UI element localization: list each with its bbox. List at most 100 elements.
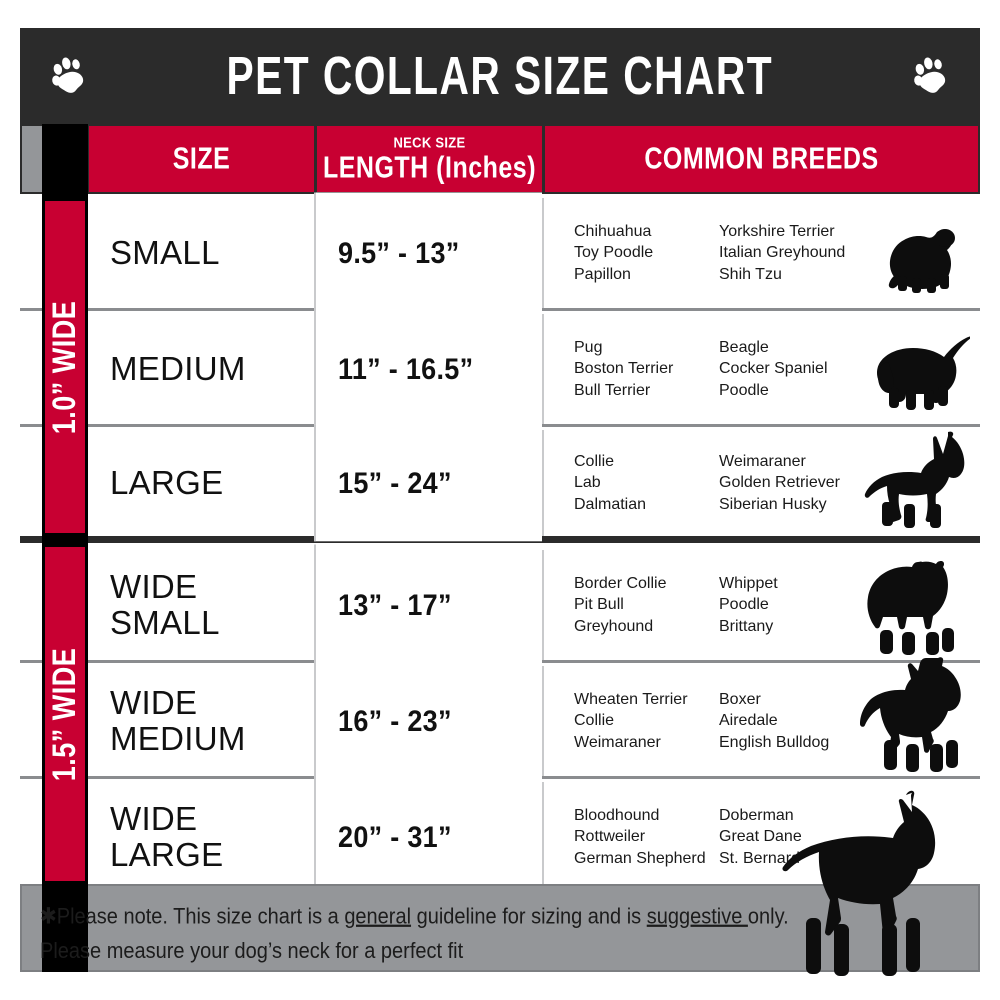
breed-item: Collie	[574, 453, 615, 471]
group-label-1-0-wide: 1.0” WIDE	[42, 198, 88, 536]
column-header-breeds-label: COMMON BREEDS	[644, 141, 879, 176]
column-header-length: NECK SIZE LENGTH (Inches)	[314, 124, 542, 194]
breed-item: Boxer	[719, 691, 761, 709]
breed-item: Lab	[574, 474, 601, 492]
table-row[interactable]: WIDE MEDIUM 16” - 23” Wheaten Terrier Co…	[20, 657, 980, 782]
row-length-cell: 20” - 31”	[314, 776, 542, 898]
column-header-size-label: SIZE	[172, 141, 231, 176]
breed-item: Weimaraner	[574, 733, 661, 751]
breed-item: Siberian Husky	[719, 495, 827, 513]
column-header-size: SIZE	[86, 124, 314, 194]
table-row[interactable]: MEDIUM 11” - 16.5” Pug Boston Terrier Bu…	[20, 308, 980, 430]
column-header-breeds: COMMON BREEDS	[542, 124, 980, 194]
row-breeds-cell: Chihuahua Toy Poodle Papillon Yorkshire …	[542, 198, 980, 308]
row-size-label: MEDIUM	[110, 350, 246, 388]
row-size-label: LARGE	[110, 464, 224, 502]
row-size-label-line2: MEDIUM	[110, 720, 246, 757]
breed-item: Papillon	[574, 265, 631, 283]
small-fluffy-dog-silhouette	[874, 198, 976, 308]
row-size-cell: WIDE MEDIUM	[86, 666, 314, 776]
breed-item: Poodle	[719, 381, 769, 399]
chart-header-banner: PET COLLAR SIZE CHART	[20, 28, 980, 124]
group-label-1-5-wide: 1.5” WIDE	[42, 544, 88, 884]
breed-item: Golden Retriever	[719, 474, 840, 492]
row-size-label-line2: LARGE	[110, 836, 224, 873]
row-breeds-cell: Collie Lab Dalmatian Weimaraner Golden R…	[542, 430, 980, 536]
row-length-label: 15” - 24”	[338, 465, 452, 499]
breed-item: Brittany	[719, 617, 774, 635]
breed-item: Wheaten Terrier	[574, 691, 688, 709]
breed-item: Dalmatian	[574, 495, 647, 513]
footer-line1-part-c: only.	[747, 904, 789, 930]
row-size-label-line1: WIDE	[110, 684, 198, 722]
breed-column-1: Wheaten Terrier Collie Weimaraner	[574, 689, 719, 753]
footer-line1-part-b: guideline for sizing and is	[411, 904, 647, 930]
paw-print-icon	[52, 57, 84, 93]
row-length-label: 20” - 31”	[338, 819, 452, 853]
breed-item: Toy Poodle	[574, 244, 654, 262]
table-row[interactable]: LARGE 15” - 24” Collie Lab Dalmatian Wei…	[20, 424, 980, 543]
breed-item: Weimaraner	[719, 453, 806, 471]
breed-item: English Bulldog	[719, 733, 830, 751]
breed-item: Rottweiler	[574, 828, 646, 846]
breed-item: Boston Terrier	[574, 360, 674, 378]
breed-column-1: Bloodhound Rottweiler German Shepherd	[574, 805, 719, 869]
breed-column-2: Beagle Cocker Spaniel Poodle	[719, 337, 879, 401]
row-size-label: SMALL	[110, 234, 220, 272]
breed-item: Poodle	[719, 596, 769, 614]
breed-item: St. Bernard	[719, 849, 800, 867]
row-size-label-line1: WIDE	[110, 568, 198, 606]
breed-column-1: Chihuahua Toy Poodle Papillon	[574, 221, 719, 285]
column-header-length-label: LENGTH (Inches)	[322, 150, 537, 185]
row-length-label: 16” - 23”	[338, 703, 452, 737]
doberman-silhouette	[782, 790, 936, 976]
table-row[interactable]: SMALL 9.5” - 13” Chihuahua Toy Poodle Pa…	[20, 192, 980, 314]
breed-item: Pug	[574, 339, 603, 357]
breed-column-2: Yorkshire Terrier Italian Greyhound Shih…	[719, 221, 879, 285]
breed-column-2: Weimaraner Golden Retriever Siberian Hus…	[719, 451, 879, 515]
row-size-label-line2: SMALL	[110, 604, 220, 641]
breed-item: Bull Terrier	[574, 381, 651, 399]
paw-print-icon	[914, 57, 946, 93]
breed-item: Yorkshire Terrier	[719, 223, 835, 241]
footer-note-text: ✱Please note. This size chart is a gener…	[40, 900, 960, 969]
breed-item: Great Dane	[719, 828, 802, 846]
row-length-cell: 15” - 24”	[314, 424, 542, 542]
row-size-cell: WIDE SMALL	[86, 550, 314, 660]
breed-item: Airedale	[719, 712, 778, 730]
breed-column-1: Border Collie Pit Bull Greyhound	[574, 573, 719, 637]
group-label-1-0-wide-text: 1.0” WIDE	[46, 300, 83, 434]
breed-column-1: Pug Boston Terrier Bull Terrier	[574, 337, 719, 401]
footer-line1-part-a: ✱Please note. This size chart is a	[40, 904, 345, 930]
breed-item: Beagle	[719, 339, 769, 357]
row-size-label-line1: WIDE	[110, 800, 198, 838]
row-breeds-cell: Wheaten Terrier Collie Weimaraner Boxer …	[542, 657, 980, 776]
breed-column-1: Collie Lab Dalmatian	[574, 451, 719, 515]
column-header-neck-size-label: NECK SIZE	[393, 133, 466, 152]
group-label-1-5-wide-text: 1.5” WIDE	[46, 647, 83, 781]
row-size-cell: MEDIUM	[86, 314, 314, 424]
page-title: PET COLLAR SIZE CHART	[226, 45, 774, 106]
row-breeds-cell: Border Collie Pit Bull Greyhound Whippet…	[542, 550, 980, 660]
breed-column-2: Whippet Poodle Brittany	[719, 573, 879, 637]
breed-item: Shih Tzu	[719, 265, 782, 283]
row-length-cell: 11” - 16.5”	[314, 308, 542, 430]
breed-item: German Shepherd	[574, 849, 706, 867]
table-row[interactable]: WIDE LARGE 20” - 31” Bloodhound Rottweil…	[20, 776, 980, 898]
row-breeds-cell: Pug Boston Terrier Bull Terrier Beagle C…	[542, 314, 980, 424]
row-size-cell: SMALL	[86, 198, 314, 308]
footer-note: ✱Please note. This size chart is a gener…	[20, 884, 980, 972]
breed-column-2: Doberman Great Dane St. Bernard	[719, 805, 879, 869]
breed-item: Pit Bull	[574, 596, 624, 614]
row-length-cell: 13” - 17”	[314, 544, 542, 666]
row-size-cell: LARGE	[86, 430, 314, 536]
breed-column-2: Boxer Airedale English Bulldog	[719, 689, 879, 753]
row-size-cell: WIDE LARGE	[86, 782, 314, 892]
row-length-label: 9.5” - 13”	[338, 235, 460, 269]
breed-item: Border Collie	[574, 575, 667, 593]
pet-collar-size-chart: PET COLLAR SIZE CHART SIZE NECK SIZE LEN…	[20, 28, 980, 976]
footer-line2: Please measure your dog’s neck for a per…	[40, 939, 464, 964]
breed-item: Chihuahua	[574, 223, 652, 241]
table-row[interactable]: WIDE SMALL 13” - 17” Border Collie Pit B…	[20, 544, 980, 666]
row-length-label: 13” - 17”	[338, 587, 452, 621]
